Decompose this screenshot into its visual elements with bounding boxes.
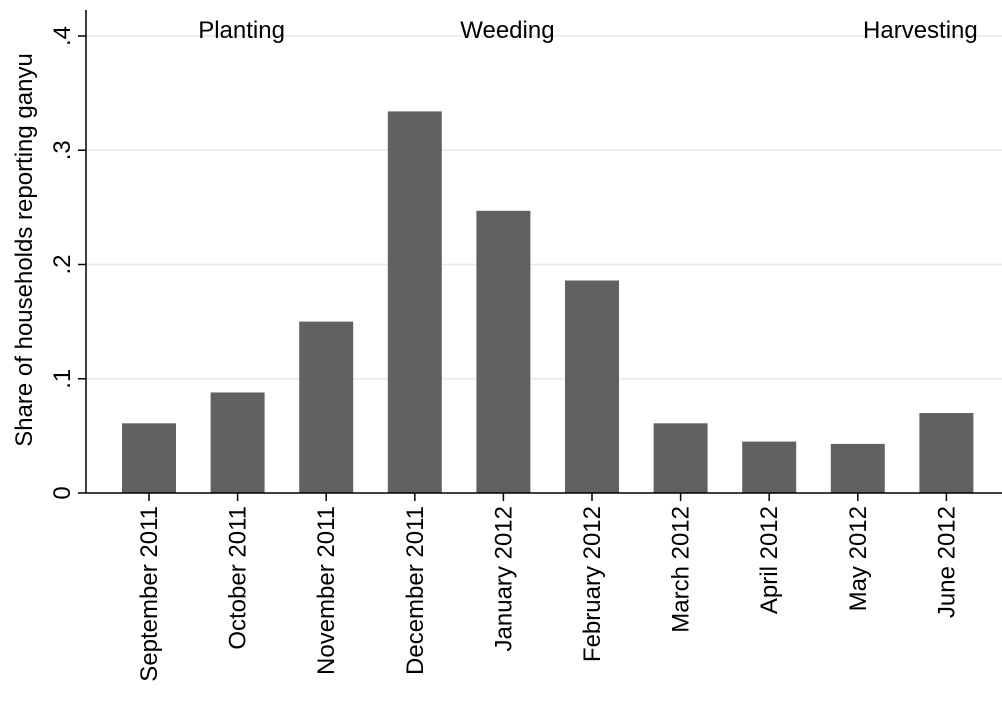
x-tick-label: February 2012 [579, 506, 606, 662]
phase-label: Planting [198, 17, 285, 44]
bar [742, 441, 797, 493]
phase-label: Weeding [460, 17, 554, 44]
bars [122, 111, 974, 494]
bar [387, 111, 442, 493]
bar [565, 280, 619, 493]
y-tick-label: .1 [49, 369, 76, 389]
y-ticks: 0 .1 .2 .3 .4 [49, 26, 86, 500]
phase-annotations: Planting Weeding Harvesting [198, 17, 978, 44]
bar [919, 413, 974, 493]
x-ticks: September 2011 October 2011 November 2011 D… [136, 493, 960, 682]
x-tick-label: January 2012 [490, 506, 517, 651]
bar [830, 443, 885, 493]
y-tick-label: .4 [49, 26, 76, 46]
x-tick-label: March 2012 [668, 506, 695, 633]
phase-label: Harvesting [863, 17, 978, 44]
y-axis-title: Share of households reporting ganyu [11, 53, 38, 447]
y-tick-label: 0 [49, 486, 76, 499]
x-tick-label: November 2011 [313, 506, 340, 675]
x-tick-label: October 2011 [225, 506, 252, 650]
y-tick-label: .3 [49, 140, 76, 160]
axes [85, 10, 1002, 494]
bar [122, 423, 176, 493]
x-tick-label: June 2012 [933, 506, 960, 618]
bar [476, 210, 531, 494]
x-tick-label: September 2011 [136, 506, 163, 682]
gridlines [86, 35, 1002, 380]
bar [299, 321, 354, 493]
x-tick-label: April 2012 [756, 506, 783, 614]
x-tick-label: December 2011 [402, 506, 429, 675]
y-tick-label: .2 [49, 254, 76, 274]
x-tick-label: May 2012 [845, 506, 872, 611]
bar [653, 423, 708, 493]
bar [210, 392, 265, 493]
